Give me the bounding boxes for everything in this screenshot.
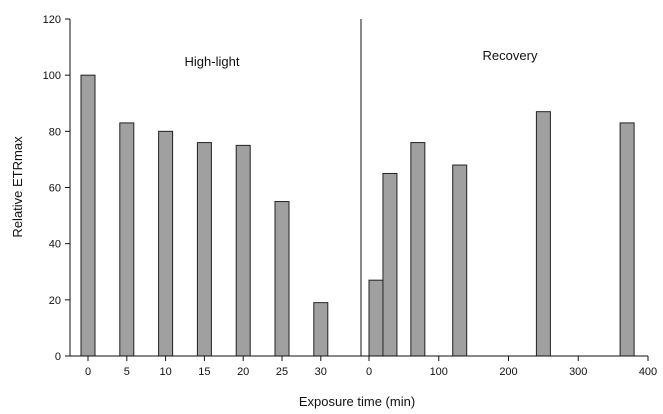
x-axis-title: Exposure time (min) xyxy=(299,394,415,409)
y-tick-label: 80 xyxy=(49,126,61,138)
bar-high-light xyxy=(196,142,212,357)
bar-recovery xyxy=(619,122,635,357)
x-tick-label: 10 xyxy=(159,366,171,378)
x-tick-label: 400 xyxy=(639,366,657,378)
panel-label-recovery: Recovery xyxy=(483,48,538,63)
y-tick-label: 100 xyxy=(43,70,61,82)
panel-label-high-light: High-light xyxy=(185,54,240,69)
y-tick-label: 120 xyxy=(43,14,61,26)
x-tick-label: 300 xyxy=(569,366,587,378)
x-tick-label: 25 xyxy=(276,366,288,378)
x-tick-label: 5 xyxy=(124,366,130,378)
x-tick-label: 200 xyxy=(499,366,517,378)
bar-high-light xyxy=(313,302,329,357)
bar-high-light xyxy=(235,144,251,357)
x-tick-label: 0 xyxy=(366,366,372,378)
bar-high-light xyxy=(80,74,96,357)
x-tick-label: 30 xyxy=(315,366,327,378)
bar-high-light xyxy=(158,130,174,357)
y-tick-label: 40 xyxy=(49,239,61,251)
x-tick-label: 15 xyxy=(198,366,210,378)
axes-layer xyxy=(69,19,648,357)
x-tick-label: 20 xyxy=(237,366,249,378)
x-tick-label: 100 xyxy=(430,366,448,378)
bar-recovery xyxy=(368,279,384,357)
bar-recovery xyxy=(410,142,426,357)
bars-layer xyxy=(80,74,635,357)
bar-recovery xyxy=(382,172,398,357)
y-tick-label: 60 xyxy=(49,183,61,195)
y-axis-title: Relative ETRmax xyxy=(10,136,25,238)
bar-high-light xyxy=(274,201,290,357)
y-tick-label: 20 xyxy=(49,295,61,307)
bar-high-light xyxy=(119,122,135,357)
bar-recovery xyxy=(535,111,551,357)
x-tick-label: 0 xyxy=(85,366,91,378)
y-tick-label: 0 xyxy=(55,351,61,363)
bar-recovery xyxy=(452,164,468,357)
